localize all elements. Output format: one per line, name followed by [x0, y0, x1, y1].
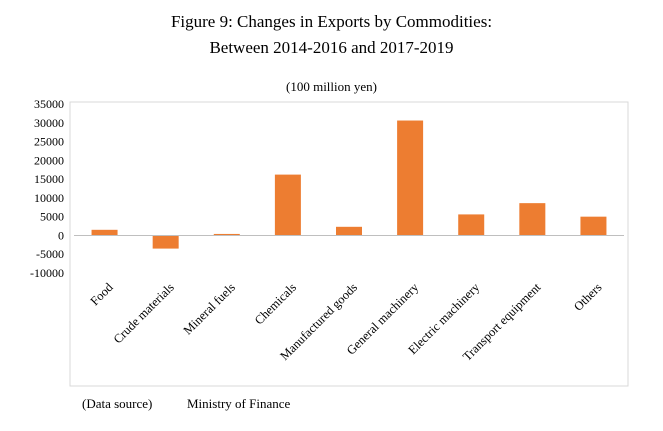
y-tick-label: -5000: [36, 247, 64, 261]
chart-title-line-2: Between 2014-2016 and 2017-2019: [209, 38, 454, 57]
y-tick-label: 35000: [34, 97, 64, 111]
bar: [458, 214, 485, 236]
bar: [152, 235, 179, 249]
y-tick-label: 25000: [34, 135, 64, 149]
y-tick-label: 0: [58, 228, 64, 242]
bar: [91, 229, 118, 236]
chart-title-line-1: Figure 9: Changes in Exports by Commodit…: [170, 12, 493, 31]
y-tick-label: 30000: [34, 116, 64, 130]
x-category-label: Crude materials: [111, 280, 177, 346]
y-axis: -10000 -5000 0 5000 10000 15000 20000 25000 3000…: [30, 97, 64, 280]
data-source-label: (Data source): [82, 396, 153, 411]
data-source-value: Ministry of Finance: [187, 396, 291, 411]
bar: [274, 174, 301, 236]
bar: [580, 216, 607, 236]
bar: [336, 226, 362, 236]
x-category-label: Food: [88, 280, 117, 309]
bar-series: [91, 120, 607, 249]
bar: [397, 120, 424, 236]
x-category-label: Others: [571, 280, 605, 314]
plot-frame: [69, 101, 629, 387]
y-tick-label: 20000: [34, 153, 64, 167]
x-category-label: Mineral fuels: [181, 280, 238, 337]
unit-label: (100 million yen): [286, 79, 377, 94]
bar: [213, 233, 240, 236]
x-category-label: Chemicals: [252, 280, 299, 327]
y-tick-label: 15000: [34, 172, 64, 186]
y-tick-label: 10000: [34, 191, 64, 205]
bar: [519, 203, 546, 236]
y-tick-label: 5000: [40, 210, 64, 224]
y-tick-label: -10000: [30, 266, 64, 280]
